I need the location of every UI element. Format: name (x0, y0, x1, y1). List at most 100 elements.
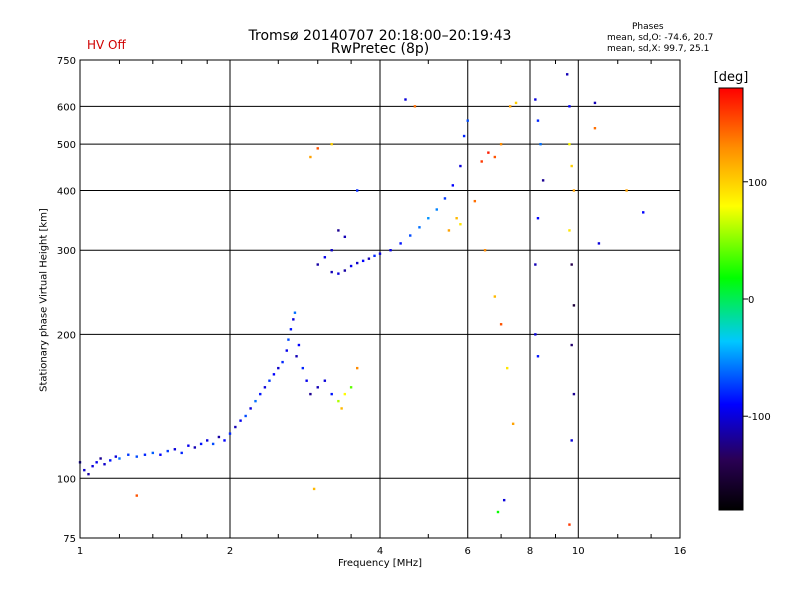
data-point (249, 407, 252, 410)
data-point (223, 439, 226, 442)
data-point (378, 252, 382, 255)
data-point (143, 453, 147, 456)
data-point (281, 360, 284, 364)
data-point (323, 256, 327, 259)
data-point (305, 379, 308, 382)
data-point (404, 98, 407, 101)
data-point (593, 101, 597, 105)
y-tick-label: 400 (57, 186, 76, 197)
data-point (343, 269, 347, 272)
data-point (330, 142, 333, 146)
data-point (539, 142, 542, 146)
data-point (597, 242, 601, 245)
chart-subtitle: RwPretec (8p) (330, 41, 430, 57)
data-point (499, 323, 503, 326)
data-point (337, 229, 340, 232)
x-tick-label: 10 (572, 546, 585, 557)
data-point (244, 414, 247, 418)
y-tick-label: 75 (63, 534, 76, 545)
colorbar-ticks: 100 0 -100 (743, 178, 771, 423)
data-point (309, 392, 312, 396)
data-point (330, 270, 333, 274)
data-point (323, 379, 327, 382)
colorbar-label: [deg] (714, 70, 749, 85)
data-point (455, 217, 458, 220)
data-point (312, 487, 316, 491)
data-point (205, 439, 209, 442)
data-point (316, 386, 319, 389)
data-point (511, 422, 515, 426)
y-tick-label: 500 (57, 140, 76, 151)
data-point (254, 399, 257, 403)
data-point (361, 259, 365, 263)
data-point (316, 147, 319, 150)
x-tick-label: 16 (674, 546, 687, 557)
data-point (151, 451, 155, 455)
data-point (316, 263, 319, 266)
data-point (570, 343, 573, 347)
data-point (135, 494, 138, 497)
data-point (443, 197, 447, 200)
data-point (625, 189, 628, 192)
data-points (78, 73, 645, 526)
data-point (293, 311, 297, 314)
y-tick-label: 200 (57, 330, 76, 341)
plot-frame (79, 59, 681, 539)
data-point (166, 449, 169, 453)
x-tick-label: 1 (77, 546, 83, 557)
data-point (502, 498, 506, 502)
x-tick-label: 8 (527, 546, 533, 557)
phase-stats-x-mode: mean, sd,X: 99.7, 25.1 (607, 44, 710, 54)
data-point (355, 189, 359, 192)
colorbar-tick-label: 0 (748, 295, 754, 306)
data-point (211, 442, 215, 446)
data-point (228, 432, 232, 435)
data-point (109, 459, 112, 462)
chart-title: Tromsø 20140707 20:18:00–20:19:43 (248, 28, 512, 44)
data-point (483, 249, 487, 252)
data-point (285, 349, 288, 352)
data-point (355, 261, 359, 265)
data-point (565, 73, 569, 76)
data-point (367, 257, 371, 260)
data-point (534, 333, 537, 336)
data-point (135, 455, 138, 458)
data-point (343, 235, 347, 239)
data-point (493, 155, 497, 159)
data-point (496, 510, 500, 514)
data-point (373, 254, 376, 258)
data-point (487, 151, 490, 154)
data-point (389, 249, 392, 252)
data-point (459, 164, 462, 168)
data-point (297, 343, 301, 347)
data-point (399, 242, 402, 245)
data-point (536, 119, 540, 122)
data-point (534, 98, 537, 101)
data-point (272, 373, 276, 376)
data-point (337, 272, 340, 275)
data-point (337, 399, 340, 403)
data-point (642, 211, 645, 214)
data-point (159, 453, 162, 456)
data-point (568, 142, 571, 146)
data-point (570, 164, 573, 168)
data-point (473, 199, 477, 203)
data-point (568, 229, 571, 232)
x-tick-label: 4 (377, 546, 383, 557)
data-point (287, 338, 290, 341)
data-point (173, 448, 177, 451)
data-point (572, 189, 576, 192)
data-point (568, 105, 571, 108)
data-point (413, 105, 417, 108)
data-point (349, 386, 353, 389)
data-point (180, 451, 183, 455)
data-point (572, 392, 576, 396)
data-point (239, 419, 242, 422)
phase-stats-heading: Phases (632, 22, 664, 32)
y-tick-label: 600 (57, 102, 76, 113)
data-point (301, 366, 305, 370)
data-point (103, 463, 106, 466)
data-point (295, 355, 298, 358)
data-point (289, 328, 293, 331)
data-point (505, 366, 509, 370)
